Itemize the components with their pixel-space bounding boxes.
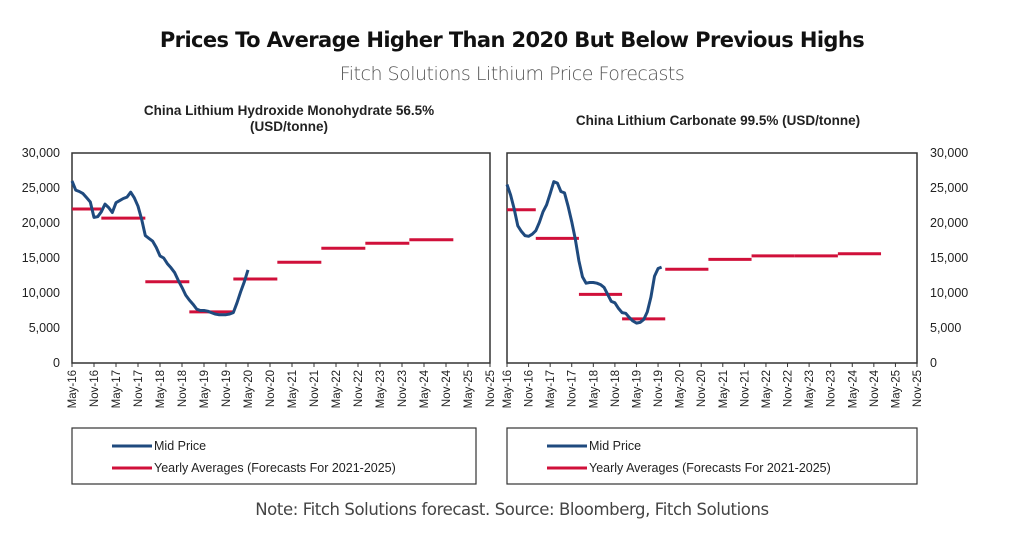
chart-title: China Lithium Hydroxide Monohydrate 56.5…: [144, 103, 434, 118]
x-tick-label: Nov-17: [567, 370, 579, 407]
y-tick-label: 10,000: [22, 286, 60, 300]
mid-price-line: [70, 180, 250, 317]
mid-price-line: [505, 180, 663, 325]
legend-label: Yearly Averages (Forecasts For 2021-2025…: [154, 461, 396, 475]
y-tick-label: 10,000: [930, 286, 968, 300]
x-tick-label: Nov-25: [485, 370, 497, 407]
x-tick-label: Nov-17: [133, 370, 145, 407]
x-tick-label: Nov-24: [869, 369, 881, 407]
x-tick-label: May-23: [804, 370, 816, 408]
y-tick-label: 15,000: [22, 251, 60, 265]
y-tick-label: 5,000: [930, 321, 961, 335]
x-tick-label: Nov-18: [177, 370, 189, 407]
x-tick-label: May-17: [111, 370, 123, 408]
x-tick-label: Nov-22: [783, 370, 795, 407]
x-tick-label: May-18: [155, 370, 167, 408]
x-tick-label: May-24: [847, 369, 859, 408]
x-tick-label: May-22: [331, 370, 343, 408]
chart-1: China Lithium Hydroxide Monohydrate 56.5…: [22, 103, 497, 485]
x-tick-label: Nov-21: [739, 370, 751, 407]
y-tick-label: 25,000: [22, 181, 60, 195]
main-title: Prices To Average Higher Than 2020 But B…: [159, 28, 865, 52]
x-tick-label: May-17: [545, 370, 557, 408]
legend-label: Mid Price: [154, 439, 206, 453]
y-tick-label: 20,000: [22, 216, 60, 230]
legend-label: Mid Price: [589, 439, 641, 453]
x-tick-label: Nov-23: [826, 370, 838, 407]
plot-area: [71, 152, 491, 364]
plot-area: [506, 152, 918, 364]
x-tick-label: May-21: [718, 370, 730, 408]
legend-box: [71, 427, 477, 485]
source-note: Note: Fitch Solutions forecast. Source: …: [255, 500, 769, 519]
y-tick-label: 30,000: [930, 146, 968, 160]
subtitle: Fitch Solutions Lithium Price Forecasts: [339, 63, 685, 85]
x-tick-label: Nov-25: [912, 370, 924, 407]
x-tick-label: Nov-24: [441, 369, 453, 407]
chart-title: China Lithium Carbonate 99.5% (USD/tonne…: [576, 113, 860, 128]
y-tick-label: 25,000: [930, 181, 968, 195]
x-tick-label: Nov-20: [265, 370, 277, 407]
x-tick-label: May-19: [631, 370, 643, 408]
x-tick-label: May-18: [588, 370, 600, 408]
x-tick-label: Nov-19: [653, 370, 665, 407]
x-tick-label: Nov-20: [696, 370, 708, 407]
x-tick-label: May-20: [243, 370, 255, 408]
x-tick-label: Nov-18: [610, 370, 622, 407]
x-tick-label: May-25: [463, 370, 475, 408]
chart-2: China Lithium Carbonate 99.5% (USD/tonne…: [502, 113, 968, 485]
x-tick-label: May-25: [890, 370, 902, 408]
chart-title: (USD/tonne): [250, 119, 328, 134]
y-tick-label: 30,000: [22, 146, 60, 160]
x-tick-label: Nov-23: [397, 370, 409, 407]
x-tick-label: Nov-19: [221, 370, 233, 407]
y-tick-label: 0: [53, 356, 60, 370]
x-tick-label: Nov-22: [353, 370, 365, 407]
x-tick-label: May-19: [199, 370, 211, 408]
x-tick-label: May-21: [287, 370, 299, 408]
x-tick-label: May-20: [675, 370, 687, 408]
x-tick-label: May-16: [502, 370, 514, 408]
y-tick-label: 5,000: [29, 321, 60, 335]
x-tick-label: Nov-21: [309, 370, 321, 407]
legend-label: Yearly Averages (Forecasts For 2021-2025…: [589, 461, 831, 475]
x-tick-label: Nov-16: [89, 370, 101, 407]
y-tick-label: 0: [930, 356, 937, 370]
x-tick-label: May-16: [67, 370, 79, 408]
x-tick-label: May-22: [761, 370, 773, 408]
x-tick-label: May-23: [375, 370, 387, 408]
legend-box: [506, 427, 918, 485]
y-tick-label: 20,000: [930, 216, 968, 230]
y-tick-label: 15,000: [930, 251, 968, 265]
x-tick-label: May-24: [419, 369, 431, 408]
x-tick-label: Nov-16: [524, 370, 536, 407]
